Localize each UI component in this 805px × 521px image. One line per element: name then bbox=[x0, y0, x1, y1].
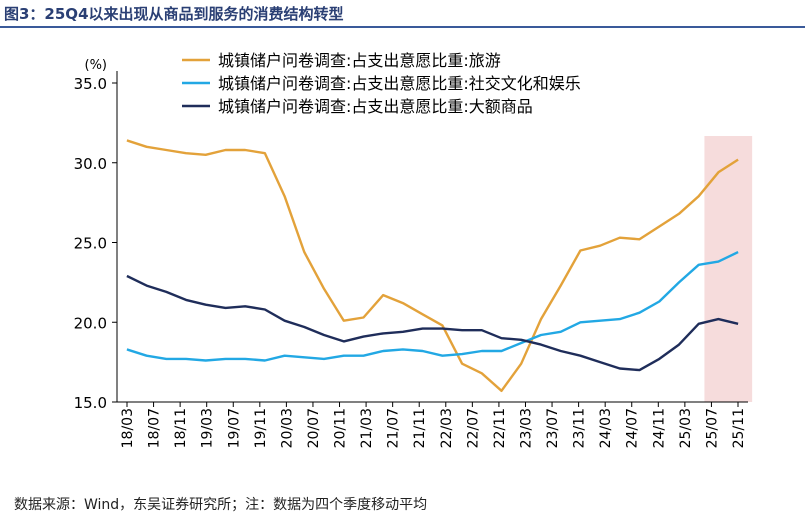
x-tick-label: 20/11 bbox=[333, 408, 349, 448]
x-tick-label: 21/11 bbox=[412, 408, 428, 448]
x-tick-label: 25/07 bbox=[704, 408, 720, 448]
x-tick-label: 23/07 bbox=[545, 408, 561, 448]
legend-label-1: 城镇储户问卷调查:占支出意愿比重:旅游 bbox=[218, 51, 501, 70]
x-tick-label: 21/03 bbox=[359, 408, 375, 448]
x-tick-label: 20/03 bbox=[279, 408, 295, 448]
x-tick-label: 19/03 bbox=[200, 408, 216, 448]
figure-title: 图3：25Q4以来出现从商品到服务的消费结构转型 bbox=[4, 5, 344, 23]
series-line-2 bbox=[126, 251, 739, 362]
x-tick-label: 23/03 bbox=[518, 408, 534, 448]
figure-title-bar: 图3：25Q4以来出现从商品到服务的消费结构转型 bbox=[0, 0, 805, 28]
x-tick-label: 23/11 bbox=[572, 408, 588, 448]
series-line-3 bbox=[126, 274, 739, 372]
y-tick-label: 25.0 bbox=[74, 235, 107, 253]
y-tick-label: 15.0 bbox=[74, 394, 107, 412]
x-tick-label: 19/07 bbox=[226, 408, 242, 448]
x-tick-label: 24/07 bbox=[625, 408, 641, 448]
title-underline bbox=[0, 26, 805, 28]
series-line-1 bbox=[126, 139, 739, 392]
x-tick-label: 20/07 bbox=[306, 408, 322, 448]
x-tick-label: 18/07 bbox=[147, 408, 163, 448]
x-tick-label: 18/03 bbox=[120, 408, 136, 448]
x-tick-label: 22/07 bbox=[465, 408, 481, 448]
x-tick-label: 18/11 bbox=[173, 408, 189, 448]
y-tick-label: 35.0 bbox=[74, 75, 107, 93]
x-tick-label: 21/07 bbox=[386, 408, 402, 448]
x-tick-label: 24/03 bbox=[598, 408, 614, 448]
legend-label-3: 城镇储户问卷调查:占支出意愿比重:大额商品 bbox=[218, 97, 533, 116]
x-tick-label: 19/11 bbox=[253, 408, 269, 448]
x-tick-label: 22/03 bbox=[439, 408, 455, 448]
y-tick-label: 20.0 bbox=[74, 314, 107, 332]
x-tick-label: 25/11 bbox=[731, 408, 747, 448]
legend-label-2: 城镇储户问卷调查:占支出意愿比重:社交文化和娱乐 bbox=[218, 74, 581, 93]
x-tick-label: 22/11 bbox=[492, 408, 508, 448]
line-chart: 15.0 20.0 25.0 30.0 35.0 (%) 18/03 18/07 18/11 19… bbox=[74, 51, 753, 448]
y-tick-label: 30.0 bbox=[74, 155, 107, 173]
x-tick-label: 24/11 bbox=[651, 408, 667, 448]
y-axis-unit: (%) bbox=[85, 58, 108, 73]
highlight-band bbox=[704, 136, 753, 402]
source-note: 数据来源：Wind，东吴证券研究所；注：数据为四个季度移动平均 bbox=[14, 497, 428, 513]
x-tick-label: 25/03 bbox=[678, 408, 694, 448]
